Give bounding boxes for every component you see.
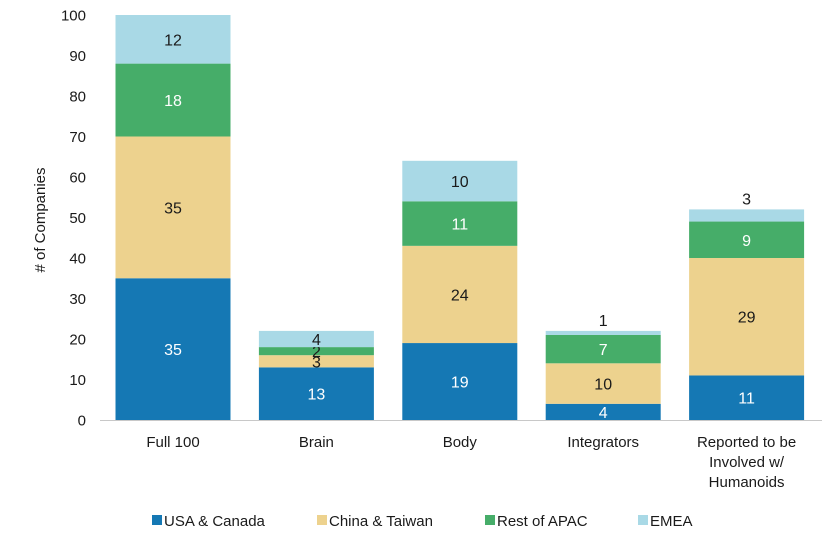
legend-swatch [485, 515, 495, 525]
data-label: 10 [594, 377, 612, 394]
legend-swatch [317, 515, 327, 525]
data-label: 35 [164, 342, 182, 359]
bar-segment [689, 258, 805, 376]
y-tick-label: 30 [69, 291, 86, 308]
y-tick-label: 70 [69, 129, 86, 146]
y-tick-label: 0 [78, 413, 86, 430]
data-label: 11 [451, 217, 468, 234]
data-label: 24 [451, 287, 469, 304]
bar-segment [115, 136, 231, 279]
bar-group: 13 324 [258, 330, 374, 420]
bar-segment [689, 209, 805, 222]
data-label: 3 [742, 191, 751, 208]
x-tick-label: Reported to be Involved w/Humanoids [697, 434, 796, 491]
y-tick-label: 80 [69, 89, 86, 106]
bar-segment [545, 363, 661, 404]
legend-item: USA & Canada [152, 513, 266, 530]
x-tick-label-line: Body [443, 434, 478, 451]
bar-segment [545, 330, 661, 335]
bar-segment [115, 63, 231, 137]
legend-item: EMEA [638, 513, 693, 530]
legend-swatch [638, 515, 648, 525]
legend-label: USA & Canada [164, 513, 266, 530]
bar-segment [258, 347, 374, 356]
y-tick-label: 90 [69, 48, 86, 65]
y-tick-label: 20 [69, 332, 86, 349]
legend: USA & Canada China & Taiwan Rest of APAC EM… [152, 513, 693, 530]
y-tick-label: 10 [69, 372, 86, 389]
data-label: 12 [164, 32, 182, 49]
x-tick-label: Body [443, 434, 478, 451]
y-tick-label: 100 [61, 8, 86, 25]
x-tick-label-line: Humanoids [709, 474, 785, 491]
x-tick-label: Full 100 [146, 434, 199, 451]
bar-segment [258, 330, 374, 348]
x-tick-label: Brain [299, 434, 334, 451]
x-tick-label: Integrators [567, 434, 639, 451]
data-label: 7 [599, 342, 608, 359]
legend-item: Rest of APAC [485, 513, 588, 530]
legend-label: EMEA [650, 513, 693, 530]
y-axis-title: # of Companies [32, 167, 49, 272]
bar-group: 19 24 11 10 [402, 160, 518, 420]
legend-item: China & Taiwan [317, 513, 433, 530]
x-tick-label-line: Full 100 [146, 434, 199, 451]
data-label: 1 [599, 313, 608, 330]
bar-segment [689, 375, 805, 420]
bar-segment [402, 201, 518, 246]
x-tick-label-line: Brain [299, 434, 334, 451]
bar-segment [115, 15, 231, 64]
data-label: 18 [164, 93, 182, 110]
data-label: 11 [738, 391, 755, 408]
bar-segment [402, 245, 518, 344]
x-tick-label-line: Involved w/ [709, 454, 785, 471]
legend-label: China & Taiwan [329, 513, 433, 530]
bar-group: 35 35 18 12 [115, 15, 231, 420]
data-label: 13 [308, 387, 326, 404]
x-tick-label-line: Integrators [567, 434, 639, 451]
x-axis-ticks: Full 100 Brain Body Integrators Reported to … [146, 434, 796, 491]
data-label: 10 [451, 174, 469, 191]
data-label: 3 [312, 354, 321, 371]
bar-segment [115, 278, 231, 420]
x-tick-label-line: Reported to be [697, 434, 796, 451]
y-tick-label: 40 [69, 251, 86, 268]
data-label: 4 [599, 405, 608, 422]
bar-segment [258, 367, 374, 420]
bar-segment [258, 355, 374, 368]
data-label: 2 [312, 344, 321, 361]
bar-segment [545, 334, 661, 364]
bar-group: 11 29 9 3 [689, 191, 805, 420]
legend-swatch [152, 515, 162, 525]
legend-label: Rest of APAC [497, 513, 588, 530]
y-tick-label: 50 [69, 210, 86, 227]
y-tick-label: 60 [69, 170, 86, 187]
y-axis-ticks: 0 10 20 30 40 50 60 70 80 90 100 [61, 8, 86, 430]
data-label: 29 [738, 310, 756, 327]
data-label: 19 [451, 375, 469, 392]
bar-segment [545, 403, 661, 420]
data-label: 9 [742, 233, 751, 250]
data-label: 4 [312, 332, 321, 349]
bar-segment [689, 221, 805, 258]
bar-group: 4 10 7 1 [545, 313, 661, 422]
data-label: 35 [164, 200, 182, 217]
bar-segment [402, 343, 518, 420]
bar-segment [402, 160, 518, 202]
